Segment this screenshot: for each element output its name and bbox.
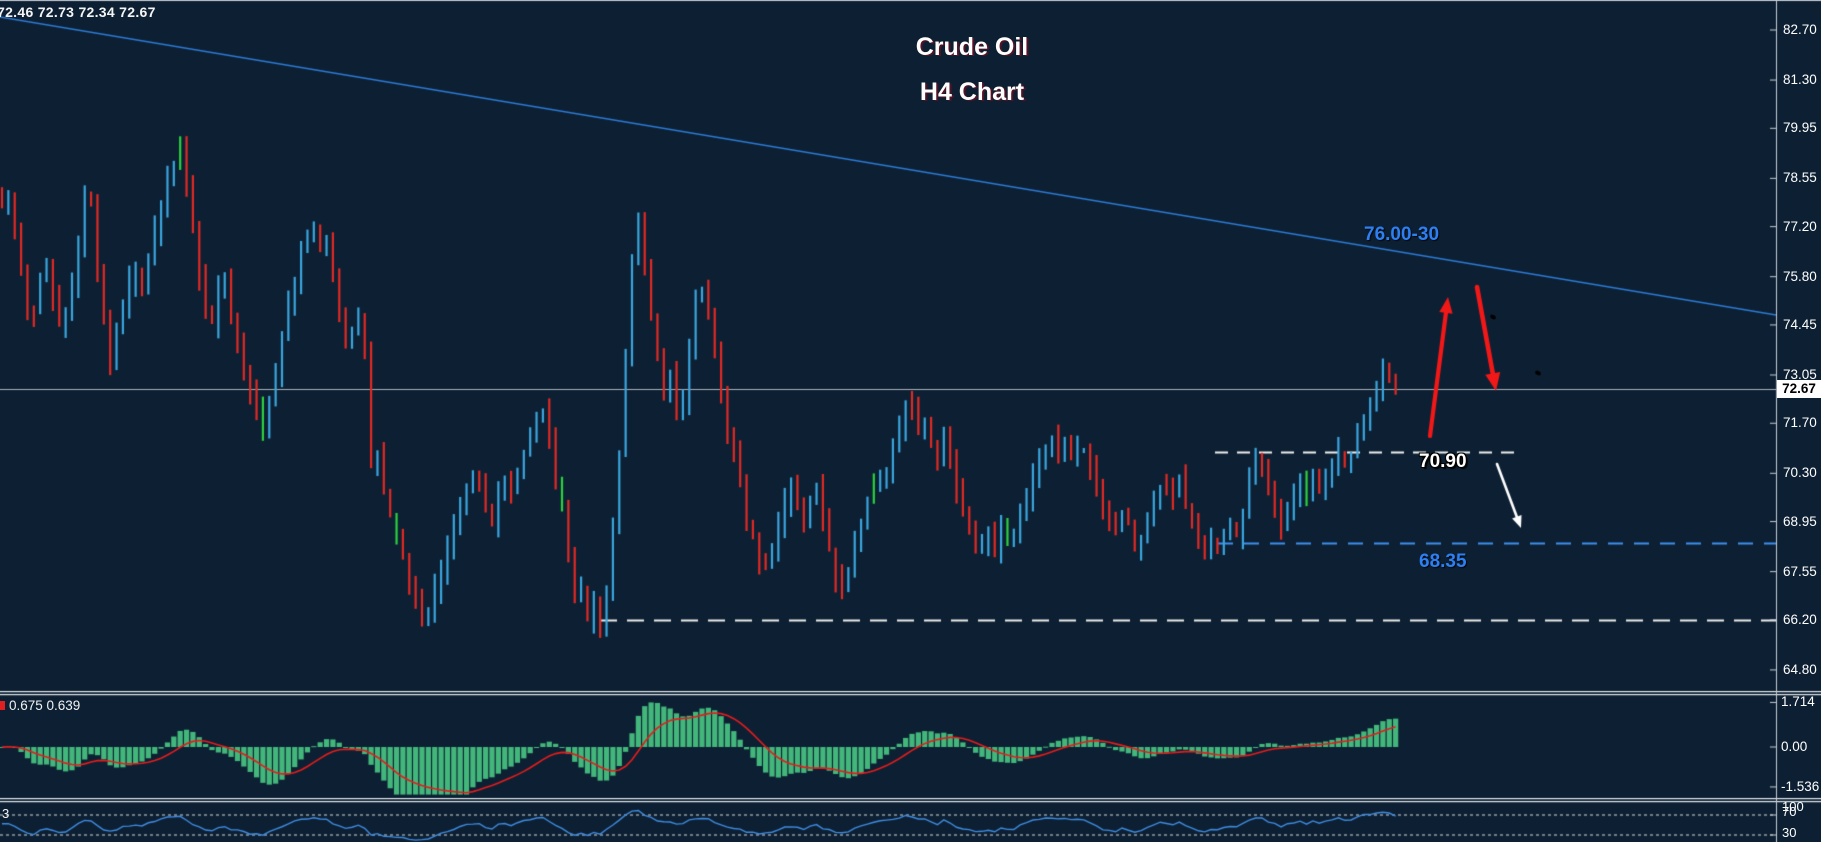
price-axis-label: 82.70	[1783, 22, 1817, 37]
macd-readout: 0.675 0.639	[9, 698, 81, 713]
chart-title: Crude Oil	[915, 33, 1029, 61]
resistance-zone-label[interactable]: 76.00-30	[1364, 224, 1440, 245]
price-axis-label: 66.20	[1783, 611, 1817, 627]
price-axis-label: 68.95	[1783, 513, 1817, 529]
price-axis-label: 75.80	[1783, 268, 1817, 284]
rsi-readout: 3	[2, 806, 10, 821]
rsi-axis-label: 100	[1782, 799, 1804, 814]
current-price-tag: 72.67	[1777, 380, 1821, 398]
price-axis-label: 70.30	[1783, 465, 1817, 481]
price-axis-label: 64.80	[1783, 661, 1817, 677]
price-axis-label: 77.20	[1783, 218, 1817, 234]
macd-axis-label: 1.714	[1781, 694, 1815, 710]
price-axis-label: 81.30	[1783, 72, 1817, 88]
level-70-90-label[interactable]: 70.90	[1419, 451, 1467, 472]
price-axis-label: 73.05	[1783, 366, 1817, 382]
price-axis-label: 71.70	[1783, 415, 1817, 431]
rsi-axis-label: 70	[1782, 804, 1797, 819]
level-68-35-label[interactable]: 68.35	[1419, 551, 1467, 572]
ohlc-readout: 72.46 72.73 72.34 72.67	[0, 4, 156, 20]
price-axis-label: 67.55	[1783, 563, 1817, 579]
macd-axis-label: -1.536	[1781, 778, 1820, 794]
price-axis-label: 78.55	[1783, 170, 1817, 186]
price-axis-label: 79.95	[1783, 120, 1817, 136]
chart-subtitle: H4 Chart	[919, 78, 1025, 106]
price-axis-label: 74.45	[1783, 316, 1817, 332]
rsi-axis-label: 30	[1782, 825, 1797, 840]
macd-axis-label: 0.00	[1781, 739, 1808, 754]
macd-marker-icon	[0, 701, 5, 710]
